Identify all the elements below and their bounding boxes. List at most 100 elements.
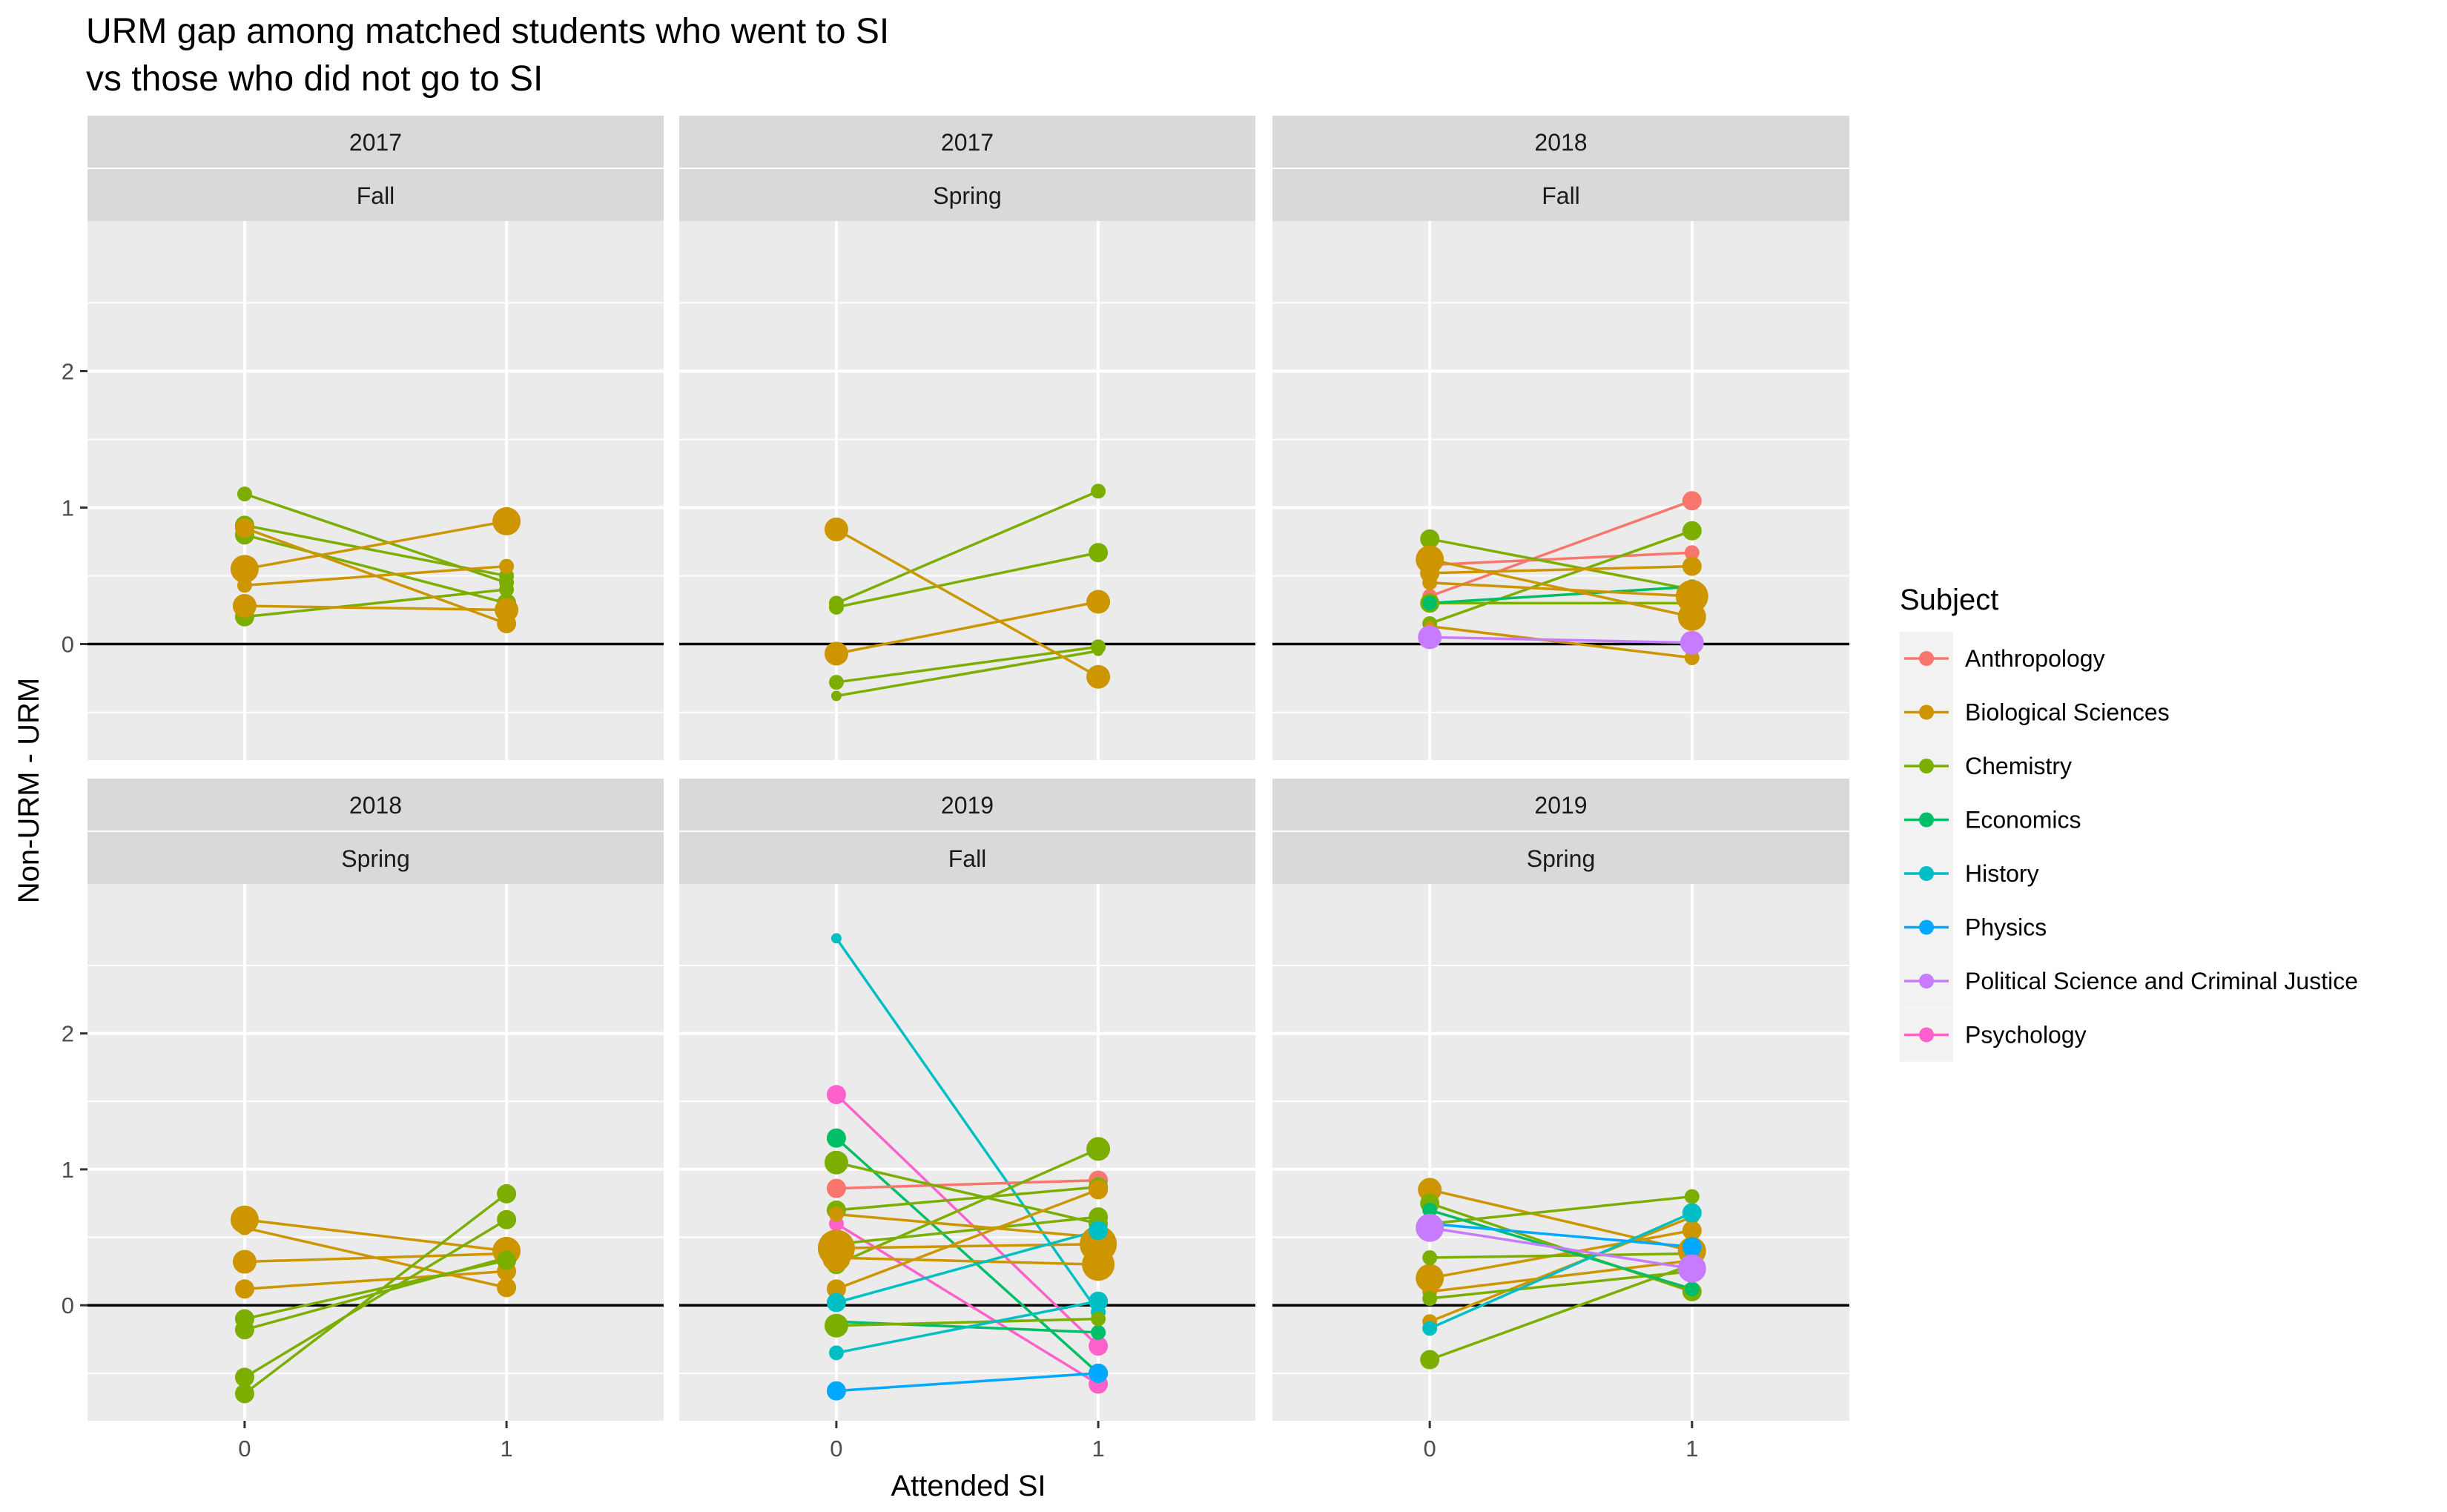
strip-term-bg: [87, 169, 664, 221]
series-line: [1429, 1209, 1693, 1290]
data-point: [1682, 521, 1702, 541]
series-line: [1429, 1188, 1693, 1252]
data-point: [497, 613, 517, 633]
data-point: [826, 1381, 846, 1401]
series-line: [1430, 635, 1692, 644]
data-point: [824, 641, 848, 666]
series-line: [836, 1147, 1099, 1266]
strip-year-label: 2017: [349, 129, 402, 156]
series-line: [836, 1185, 1099, 1212]
legend-key-point: [1919, 704, 1934, 720]
data-point: [826, 1279, 846, 1299]
legend-items: Anthropology Biological Sciences Chemistry…: [1900, 632, 2358, 1062]
data-point: [826, 1293, 846, 1313]
strip-term-bg: [87, 832, 664, 884]
series-line: [1429, 1226, 1693, 1270]
series-line: [836, 1229, 1099, 1304]
series-line: [836, 489, 1099, 604]
data-point: [497, 1278, 517, 1298]
strip-term-label: Spring: [1527, 845, 1596, 872]
series-line: [1429, 1258, 1693, 1293]
data-point: [1091, 1324, 1106, 1340]
data-point: [1682, 491, 1702, 511]
data-point: [828, 675, 844, 690]
series-line: [1430, 564, 1692, 575]
series-line: [1429, 1229, 1693, 1280]
legend-item: Anthropology: [1900, 632, 2105, 685]
facet-panel: 2018 Spring 0 1 2 0 1: [62, 779, 664, 1462]
data-point: [499, 558, 515, 574]
data-point: [824, 1313, 848, 1338]
series-line: [1430, 1252, 1692, 1259]
legend-key-point: [1919, 866, 1934, 881]
data-point: [234, 518, 254, 538]
data-point: [234, 1384, 254, 1404]
legend-label: Anthropology: [1965, 645, 2105, 672]
series-line: [836, 1178, 1099, 1190]
data-point: [232, 1249, 257, 1274]
facet-panel: 2019 Fall 0 1: [679, 779, 1255, 1462]
series-line: [836, 1242, 1099, 1249]
x-tick-label: 0: [830, 1436, 842, 1462]
data-point: [1091, 1311, 1106, 1327]
series-line: [1430, 1195, 1692, 1225]
series-line: [1429, 529, 1693, 625]
data-point: [232, 594, 257, 618]
data-point: [497, 1209, 517, 1229]
series-line: [836, 551, 1099, 609]
data-point: [1089, 1336, 1109, 1356]
legend-label: Physics: [1965, 914, 2047, 941]
legend-label: Biological Sciences: [1965, 699, 2170, 726]
data-point: [1682, 1221, 1702, 1241]
series-line: [244, 533, 507, 605]
data-point: [824, 517, 848, 541]
strip-year-bg: [1272, 779, 1849, 831]
strip-year-label: 2019: [1534, 792, 1587, 819]
legend-key-point: [1919, 974, 1934, 988]
data-point: [1089, 543, 1109, 563]
series-line: [244, 1270, 507, 1290]
data-point: [497, 1183, 517, 1204]
data-point: [1089, 1221, 1109, 1241]
data-point: [495, 598, 519, 622]
series-line: [244, 1218, 507, 1379]
strip-year-label: 2017: [941, 129, 994, 156]
data-point: [1422, 1250, 1438, 1266]
strip-term-bg: [679, 832, 1255, 884]
series-line: [836, 1256, 1099, 1266]
strip-term-label: Spring: [341, 845, 410, 872]
data-point: [1677, 1254, 1706, 1283]
legend-item: Psychology: [1900, 1008, 2087, 1062]
series-line: [1429, 538, 1693, 591]
facet-panel: 2017 Spring: [679, 116, 1255, 760]
x-tick-label: 0: [238, 1436, 251, 1462]
data-point: [499, 581, 515, 597]
data-point: [1418, 625, 1442, 650]
legend-item: History: [1900, 847, 2039, 900]
series-line: [836, 1372, 1099, 1393]
data-point: [828, 1206, 844, 1222]
panel-background: [87, 884, 664, 1421]
data-point: [234, 1367, 254, 1387]
legend-key-point: [1919, 920, 1934, 935]
data-point: [1682, 1237, 1702, 1257]
data-point: [1086, 664, 1111, 689]
strip-term-label: Fall: [1542, 182, 1580, 209]
data-point: [1086, 590, 1111, 614]
strip-term-bg: [1272, 169, 1849, 221]
series-line: [244, 1227, 507, 1290]
legend-key-point: [1919, 651, 1934, 666]
chart-title-line-2: vs those who did not go to SI: [86, 59, 543, 99]
data-point: [1684, 1281, 1700, 1297]
data-point: [1416, 1264, 1444, 1293]
data-point: [492, 506, 521, 535]
legend-key-point: [1919, 1027, 1934, 1043]
data-point: [1422, 1202, 1438, 1218]
series-line: [835, 1093, 1100, 1347]
data-point: [1416, 1213, 1444, 1242]
panel-background: [679, 884, 1255, 1421]
legend-label: Economics: [1965, 807, 2081, 833]
data-point: [1682, 1203, 1702, 1223]
data-point: [826, 1085, 846, 1105]
